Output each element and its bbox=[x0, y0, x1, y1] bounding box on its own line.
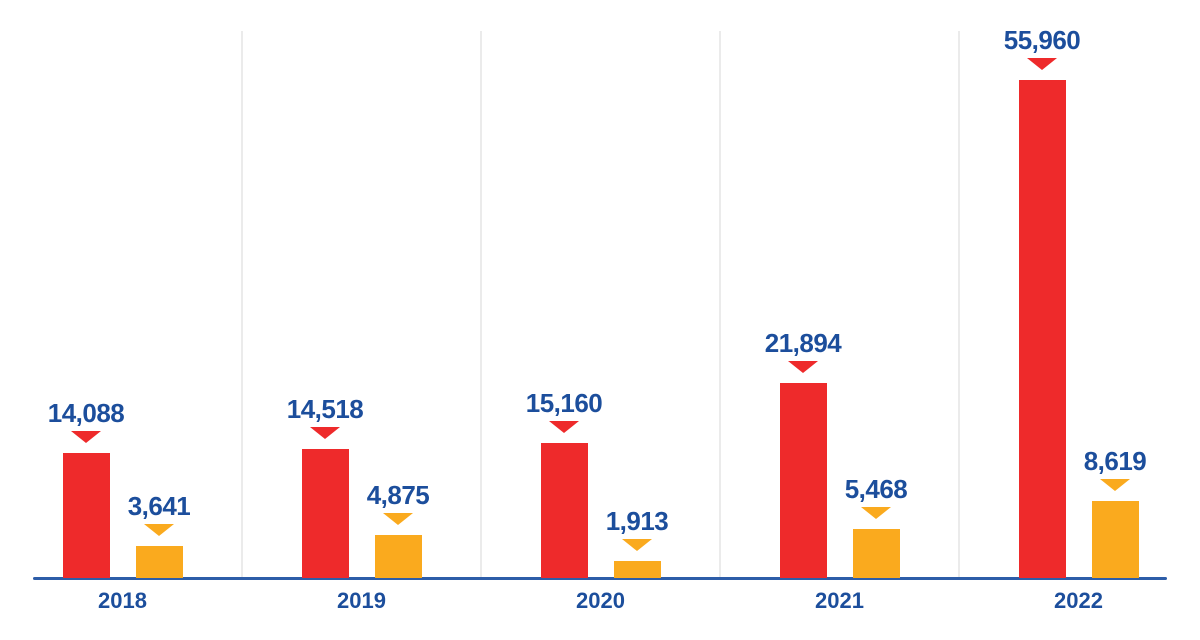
bar-red-2020 bbox=[540, 443, 588, 578]
bar-orange-2022 bbox=[1091, 501, 1139, 578]
down-triangle-marker-red-2020 bbox=[549, 421, 579, 434]
bar-red-2018 bbox=[62, 452, 110, 578]
down-triangle-marker-red-2021 bbox=[788, 361, 818, 374]
value-label-orange-2018: 3,641 bbox=[127, 490, 191, 521]
down-triangle-marker-orange-2021 bbox=[861, 507, 891, 520]
down-triangle-marker-orange-2018 bbox=[144, 523, 174, 536]
x-axis-line bbox=[33, 577, 1167, 580]
down-triangle-marker-orange-2019 bbox=[383, 512, 413, 525]
value-label-red-2018: 14,088 bbox=[47, 397, 125, 428]
x-tick-label-2021: 2021 bbox=[815, 588, 864, 613]
bar-red-2022 bbox=[1018, 80, 1066, 578]
down-triangle-marker-orange-2022 bbox=[1100, 479, 1130, 492]
bar-red-2019 bbox=[301, 448, 349, 578]
gridline bbox=[719, 31, 721, 578]
x-tick-label-2022: 2022 bbox=[1054, 588, 1103, 613]
value-label-red-2021: 21,894 bbox=[764, 328, 842, 359]
gridline bbox=[958, 31, 960, 578]
bar-orange-2020 bbox=[613, 560, 661, 578]
bar-orange-2021 bbox=[852, 529, 900, 578]
down-triangle-marker-red-2018 bbox=[71, 430, 101, 443]
value-label-orange-2022: 8,619 bbox=[1083, 446, 1147, 477]
down-triangle-marker-red-2019 bbox=[310, 426, 340, 439]
value-label-orange-2020: 1,913 bbox=[605, 506, 669, 536]
down-triangle-marker-red-2022 bbox=[1027, 58, 1057, 71]
bar-orange-2018 bbox=[135, 545, 183, 578]
value-label-red-2019: 14,518 bbox=[286, 393, 364, 424]
bar-orange-2019 bbox=[374, 534, 422, 578]
x-tick-label-2019: 2019 bbox=[337, 588, 386, 613]
x-tick-label-2020: 2020 bbox=[576, 588, 625, 613]
down-triangle-marker-orange-2020 bbox=[622, 538, 652, 551]
gridline bbox=[480, 31, 482, 578]
gridline bbox=[241, 31, 243, 578]
value-label-orange-2021: 5,468 bbox=[844, 474, 908, 505]
x-tick-label-2018: 2018 bbox=[98, 588, 147, 613]
value-label-red-2022: 55,960 bbox=[1003, 25, 1081, 56]
bar-red-2021 bbox=[779, 383, 827, 578]
value-label-red-2020: 15,160 bbox=[525, 388, 603, 419]
value-label-orange-2019: 4,875 bbox=[366, 479, 430, 510]
